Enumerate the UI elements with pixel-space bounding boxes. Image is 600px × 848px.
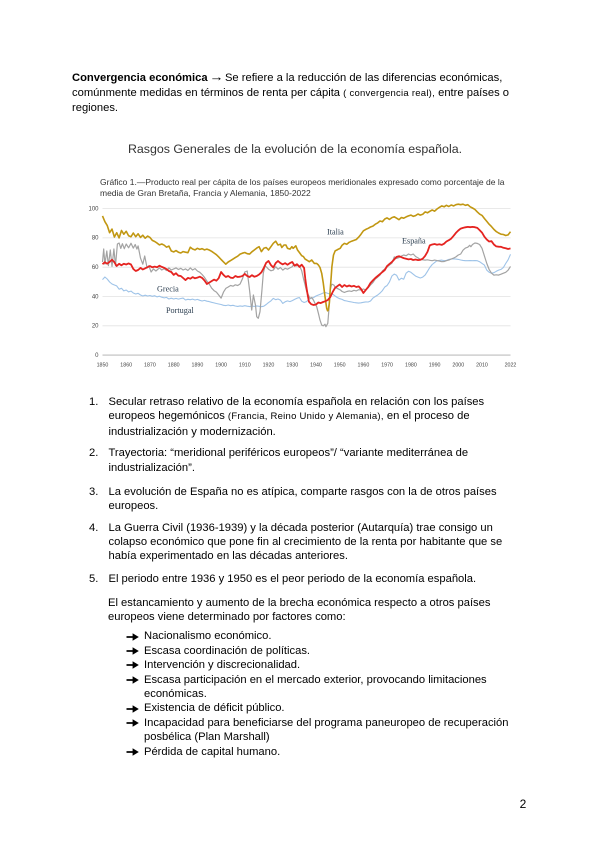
svg-text:1860: 1860 [120,362,132,368]
svg-text:80: 80 [92,236,99,242]
svg-text:2022: 2022 [505,362,517,368]
svg-text:1890: 1890 [192,362,204,368]
svg-text:0: 0 [95,353,99,359]
svg-text:España: España [402,237,426,246]
svg-text:40: 40 [92,294,99,300]
svg-text:1900: 1900 [215,362,227,368]
svg-text:1940: 1940 [310,362,322,368]
svg-text:Italia: Italia [327,228,344,237]
svg-text:Portugal: Portugal [166,306,194,315]
svg-text:1930: 1930 [286,362,298,368]
svg-text:20: 20 [92,324,99,330]
svg-text:1910: 1910 [239,362,251,368]
svg-text:Grecia: Grecia [157,285,179,294]
svg-text:2000: 2000 [452,362,464,368]
svg-text:60: 60 [92,265,99,271]
svg-text:1990: 1990 [429,362,441,368]
svg-text:1870: 1870 [144,362,156,368]
svg-text:1960: 1960 [358,362,370,368]
svg-text:100: 100 [88,206,99,212]
svg-text:1970: 1970 [381,362,393,368]
svg-text:1880: 1880 [168,362,180,368]
svg-text:1950: 1950 [334,362,346,368]
svg-text:1980: 1980 [405,362,417,368]
svg-text:1850: 1850 [97,362,109,368]
svg-text:2010: 2010 [476,362,488,368]
svg-text:1920: 1920 [263,362,275,368]
